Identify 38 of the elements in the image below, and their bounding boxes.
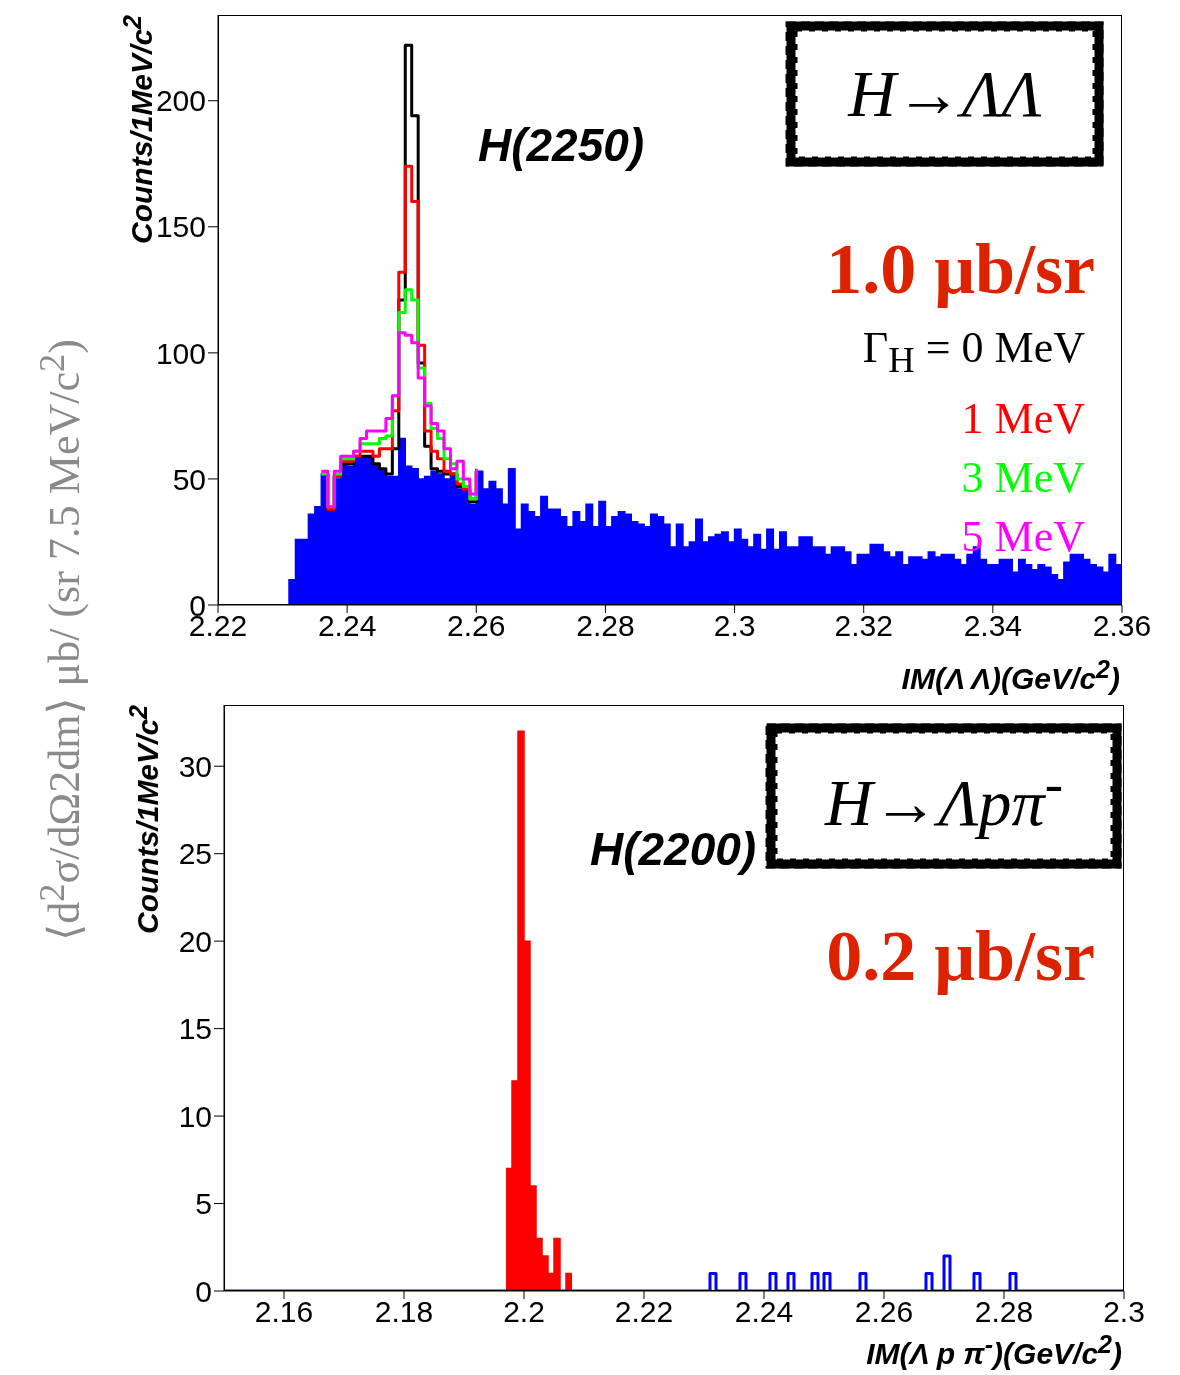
x-axis-title: IM(Λ p π$^{-}$)(GeV/c$^{2}$) [866,1330,1122,1371]
y-tick-label: 100 [155,336,206,370]
text: Γ$_{H}$ = 0 MeV [862,322,1085,382]
annotation: H(2200) [590,822,757,876]
y-tick-label: 150 [155,210,206,244]
text: 1 MeV [960,392,1085,445]
x-tick-label: 2.22 [614,1295,674,1329]
y-tick-label: 0 [195,1274,212,1308]
x-tick-label: 2.3 [1103,1295,1145,1329]
x-tick-label: 2.36 [1092,609,1152,643]
x-tick-label: 2.2 [503,1295,545,1329]
x-tick-label: 2.3 [713,609,756,643]
y-tick-label: 20 [178,924,212,958]
annotation: H→ΛΛ [848,56,1042,132]
x-tick-label: 2.16 [254,1295,314,1329]
text: 3 MeV [960,451,1085,504]
x-tick-label: 2.24 [317,609,377,643]
x-tick-label: 2.26 [854,1295,914,1329]
x-axis-title: IM(Λ Λ)(GeV/c$^{2}$) [901,655,1120,696]
y-tick-label: 30 [178,749,212,783]
annotation: 0.2 μb/sr [826,915,1095,998]
x-tick-label: 2.32 [834,609,893,643]
y-tick-label: 10 [178,1099,212,1133]
y-tick-label: 5 [195,1187,212,1221]
y-tick-label: 25 [178,837,212,871]
x-tick-label: 2.28 [576,609,635,643]
x-tick-label: 2.24 [734,1295,794,1329]
x-tick-label: 2.26 [447,609,506,643]
x-tick-label: 2.34 [963,609,1023,643]
y-tick-label: 200 [155,84,206,118]
annotation: H(2250) [478,118,645,172]
y-tick-label: 50 [172,462,206,496]
annotation: 1.0 μb/sr [826,228,1095,311]
annotation: H→Λpπ$^{-}$ [825,751,1063,841]
x-tick-label: 2.18 [374,1295,434,1329]
x-tick-label: 2.28 [974,1295,1034,1329]
y-tick-label: 15 [178,1012,212,1046]
text: 5 MeV [960,510,1085,563]
